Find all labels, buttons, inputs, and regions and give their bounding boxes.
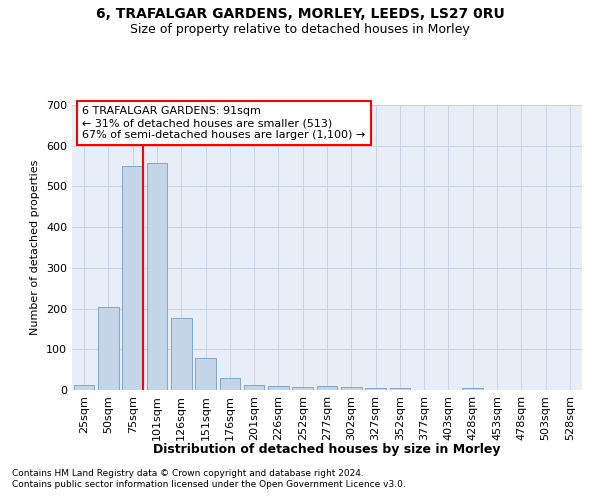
Text: 6, TRAFALGAR GARDENS, MORLEY, LEEDS, LS27 0RU: 6, TRAFALGAR GARDENS, MORLEY, LEEDS, LS2… — [95, 8, 505, 22]
Bar — [317, 386, 337, 390]
Bar — [268, 386, 289, 390]
Bar — [171, 318, 191, 390]
Bar — [365, 388, 386, 390]
Bar — [98, 307, 119, 390]
Bar — [389, 388, 410, 390]
Bar — [74, 384, 94, 390]
Y-axis label: Number of detached properties: Number of detached properties — [31, 160, 40, 335]
Text: 6 TRAFALGAR GARDENS: 91sqm
← 31% of detached houses are smaller (513)
67% of sem: 6 TRAFALGAR GARDENS: 91sqm ← 31% of deta… — [82, 106, 365, 140]
Bar — [146, 163, 167, 390]
Bar — [220, 378, 240, 390]
Text: Contains public sector information licensed under the Open Government Licence v3: Contains public sector information licen… — [12, 480, 406, 489]
Bar — [244, 385, 265, 390]
Bar — [122, 166, 143, 390]
Bar — [463, 388, 483, 390]
Bar — [341, 386, 362, 390]
Bar — [195, 358, 216, 390]
Text: Distribution of detached houses by size in Morley: Distribution of detached houses by size … — [153, 442, 501, 456]
Text: Size of property relative to detached houses in Morley: Size of property relative to detached ho… — [130, 22, 470, 36]
Bar — [292, 386, 313, 390]
Text: Contains HM Land Registry data © Crown copyright and database right 2024.: Contains HM Land Registry data © Crown c… — [12, 468, 364, 477]
